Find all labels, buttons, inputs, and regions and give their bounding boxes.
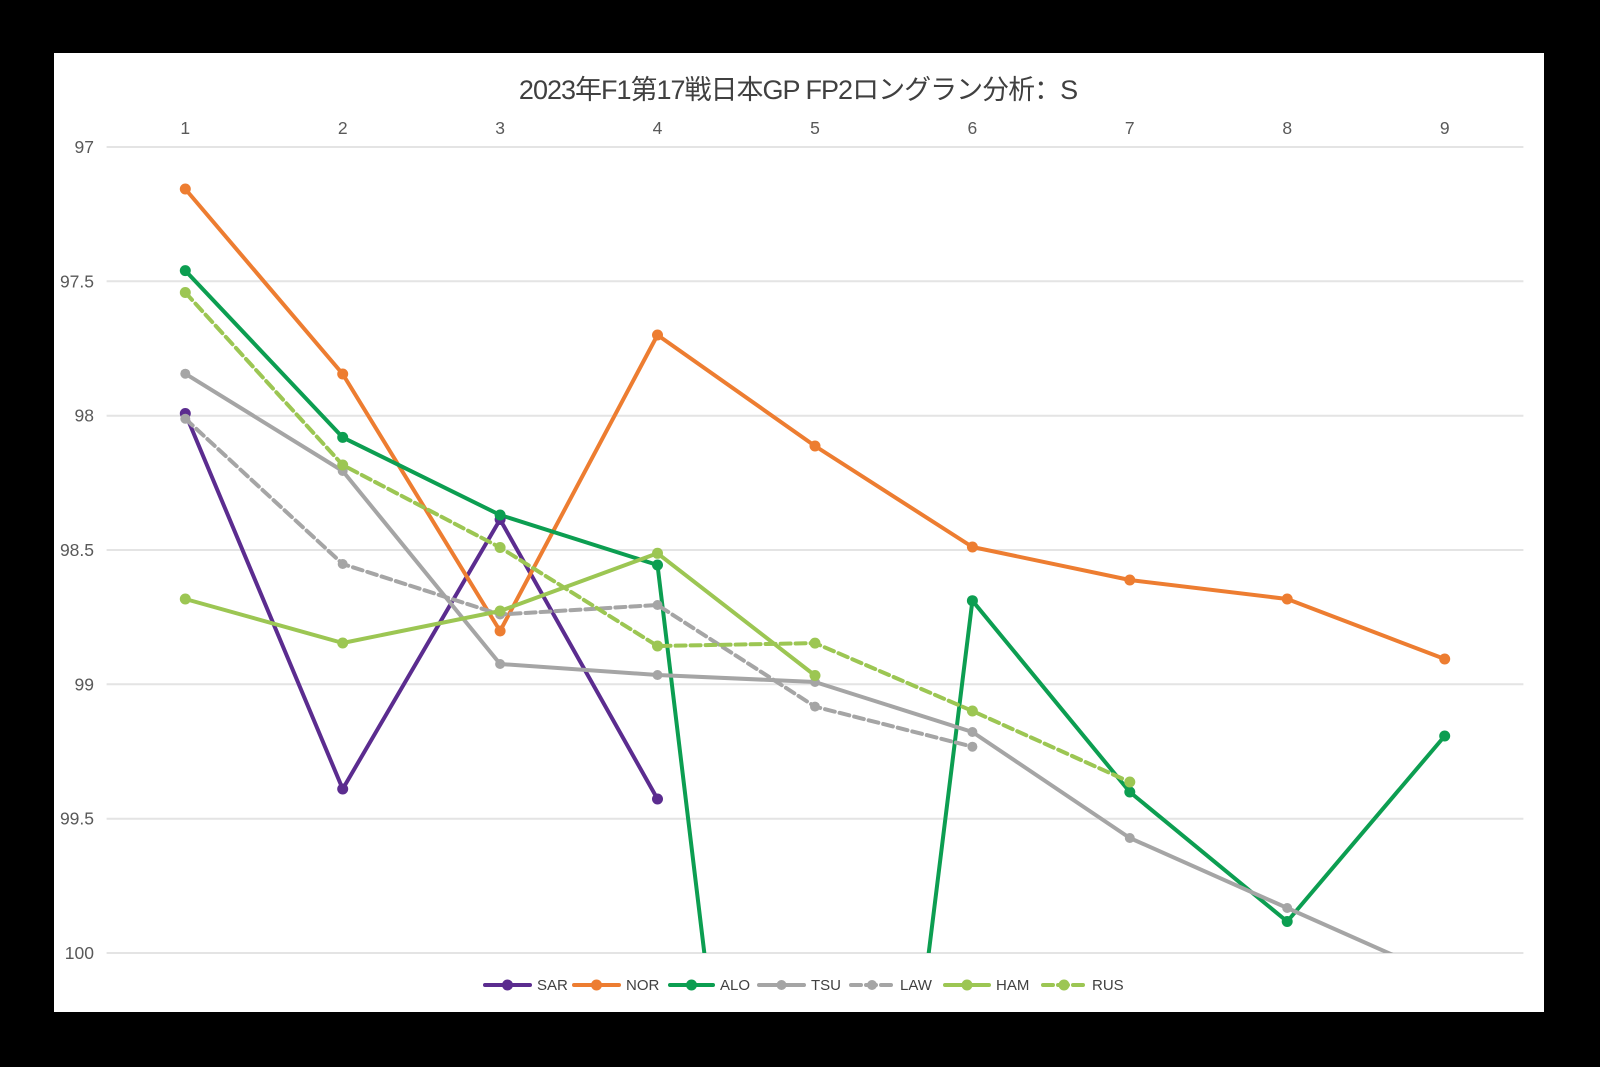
svg-text:RUS: RUS [1092,977,1124,994]
svg-text:LAW: LAW [900,977,933,994]
svg-text:100: 100 [65,943,94,963]
svg-text:TSU: TSU [811,977,841,994]
svg-text:6: 6 [968,118,978,138]
svg-text:97.5: 97.5 [60,271,94,291]
svg-text:9: 9 [1440,118,1450,138]
svg-text:1: 1 [180,118,190,138]
svg-text:7: 7 [1125,118,1135,138]
svg-text:NOR: NOR [626,977,660,994]
svg-text:2: 2 [338,118,348,138]
svg-text:5: 5 [810,118,820,138]
svg-text:2023年F1第17戦日本GP FP2ロングラン分析：S: 2023年F1第17戦日本GP FP2ロングラン分析：S [519,75,1077,105]
svg-text:99.5: 99.5 [60,809,94,829]
svg-text:SAR: SAR [537,977,568,994]
svg-text:98: 98 [75,406,94,426]
svg-text:99: 99 [75,674,94,694]
svg-text:3: 3 [495,118,505,138]
svg-text:ALO: ALO [720,977,750,994]
svg-text:HAM: HAM [996,977,1029,994]
svg-text:4: 4 [653,118,663,138]
svg-text:8: 8 [1282,118,1292,138]
svg-text:98.5: 98.5 [60,540,94,560]
svg-text:97: 97 [75,137,94,157]
